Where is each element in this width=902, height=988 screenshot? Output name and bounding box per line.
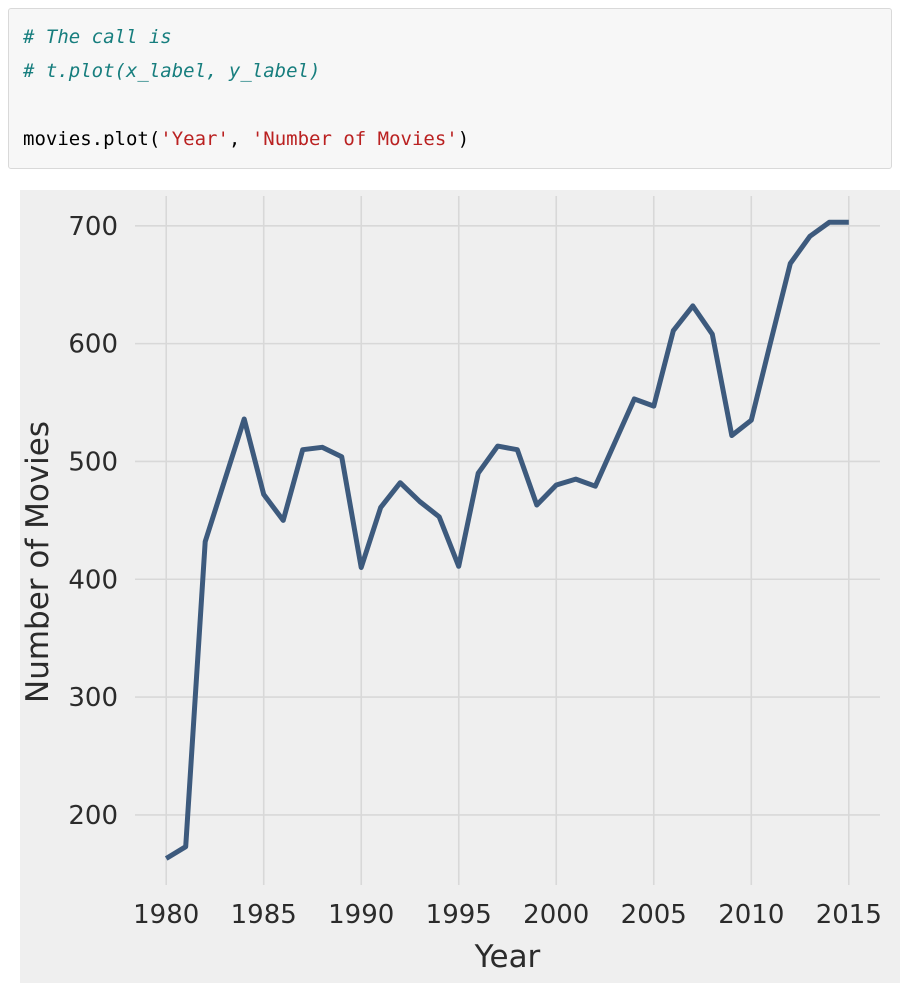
y-tick-label: 700 [68, 212, 118, 242]
x-tick-label: 2010 [718, 900, 784, 930]
movies-line-chart: 200 300 400 500 600 700 1980 1985 1990 1995 2000 20… [20, 196, 882, 975]
code-token-string: 'Number of Movies' [251, 128, 458, 150]
code-line [23, 88, 877, 122]
y-tick-label: 500 [68, 447, 118, 477]
code-token-string: 'Year' [160, 128, 229, 150]
y-tick-label: 300 [68, 683, 118, 713]
code-line: # The call is [23, 20, 877, 54]
x-tick-label: 2015 [816, 900, 882, 930]
code-token-comment: # t.plot(x_label, y_label) [23, 60, 321, 82]
x-tick-label: 2005 [621, 900, 687, 930]
plot-output: 200 300 400 500 600 700 1980 1985 1990 1995 2000 20… [20, 190, 900, 983]
data-series-line [164, 219, 849, 861]
y-axis-label: Number of Movies [20, 421, 56, 703]
code-line: movies.plot('Year', 'Number of Movies') [23, 122, 877, 156]
code-cell[interactable]: # The call is # t.plot(x_label, y_label) … [8, 8, 892, 169]
code-token-plain: , [228, 128, 252, 150]
y-tick-label: 600 [68, 330, 118, 360]
code-line: # t.plot(x_label, y_label) [23, 54, 877, 88]
code-token-comment: # The call is [23, 26, 172, 48]
code-token-plain: movies.plot( [23, 128, 161, 150]
x-tick-label: 1980 [133, 900, 199, 930]
y-tick-label: 400 [68, 565, 118, 595]
code-token-plain: ) [457, 128, 470, 150]
y-tick-label: 200 [68, 801, 118, 831]
x-axis-label: Year [474, 939, 541, 975]
x-tick-label: 2000 [523, 900, 589, 930]
x-tick-label: 1990 [328, 900, 394, 930]
x-tick-label: 1985 [231, 900, 297, 930]
x-tick-label: 1995 [426, 900, 492, 930]
